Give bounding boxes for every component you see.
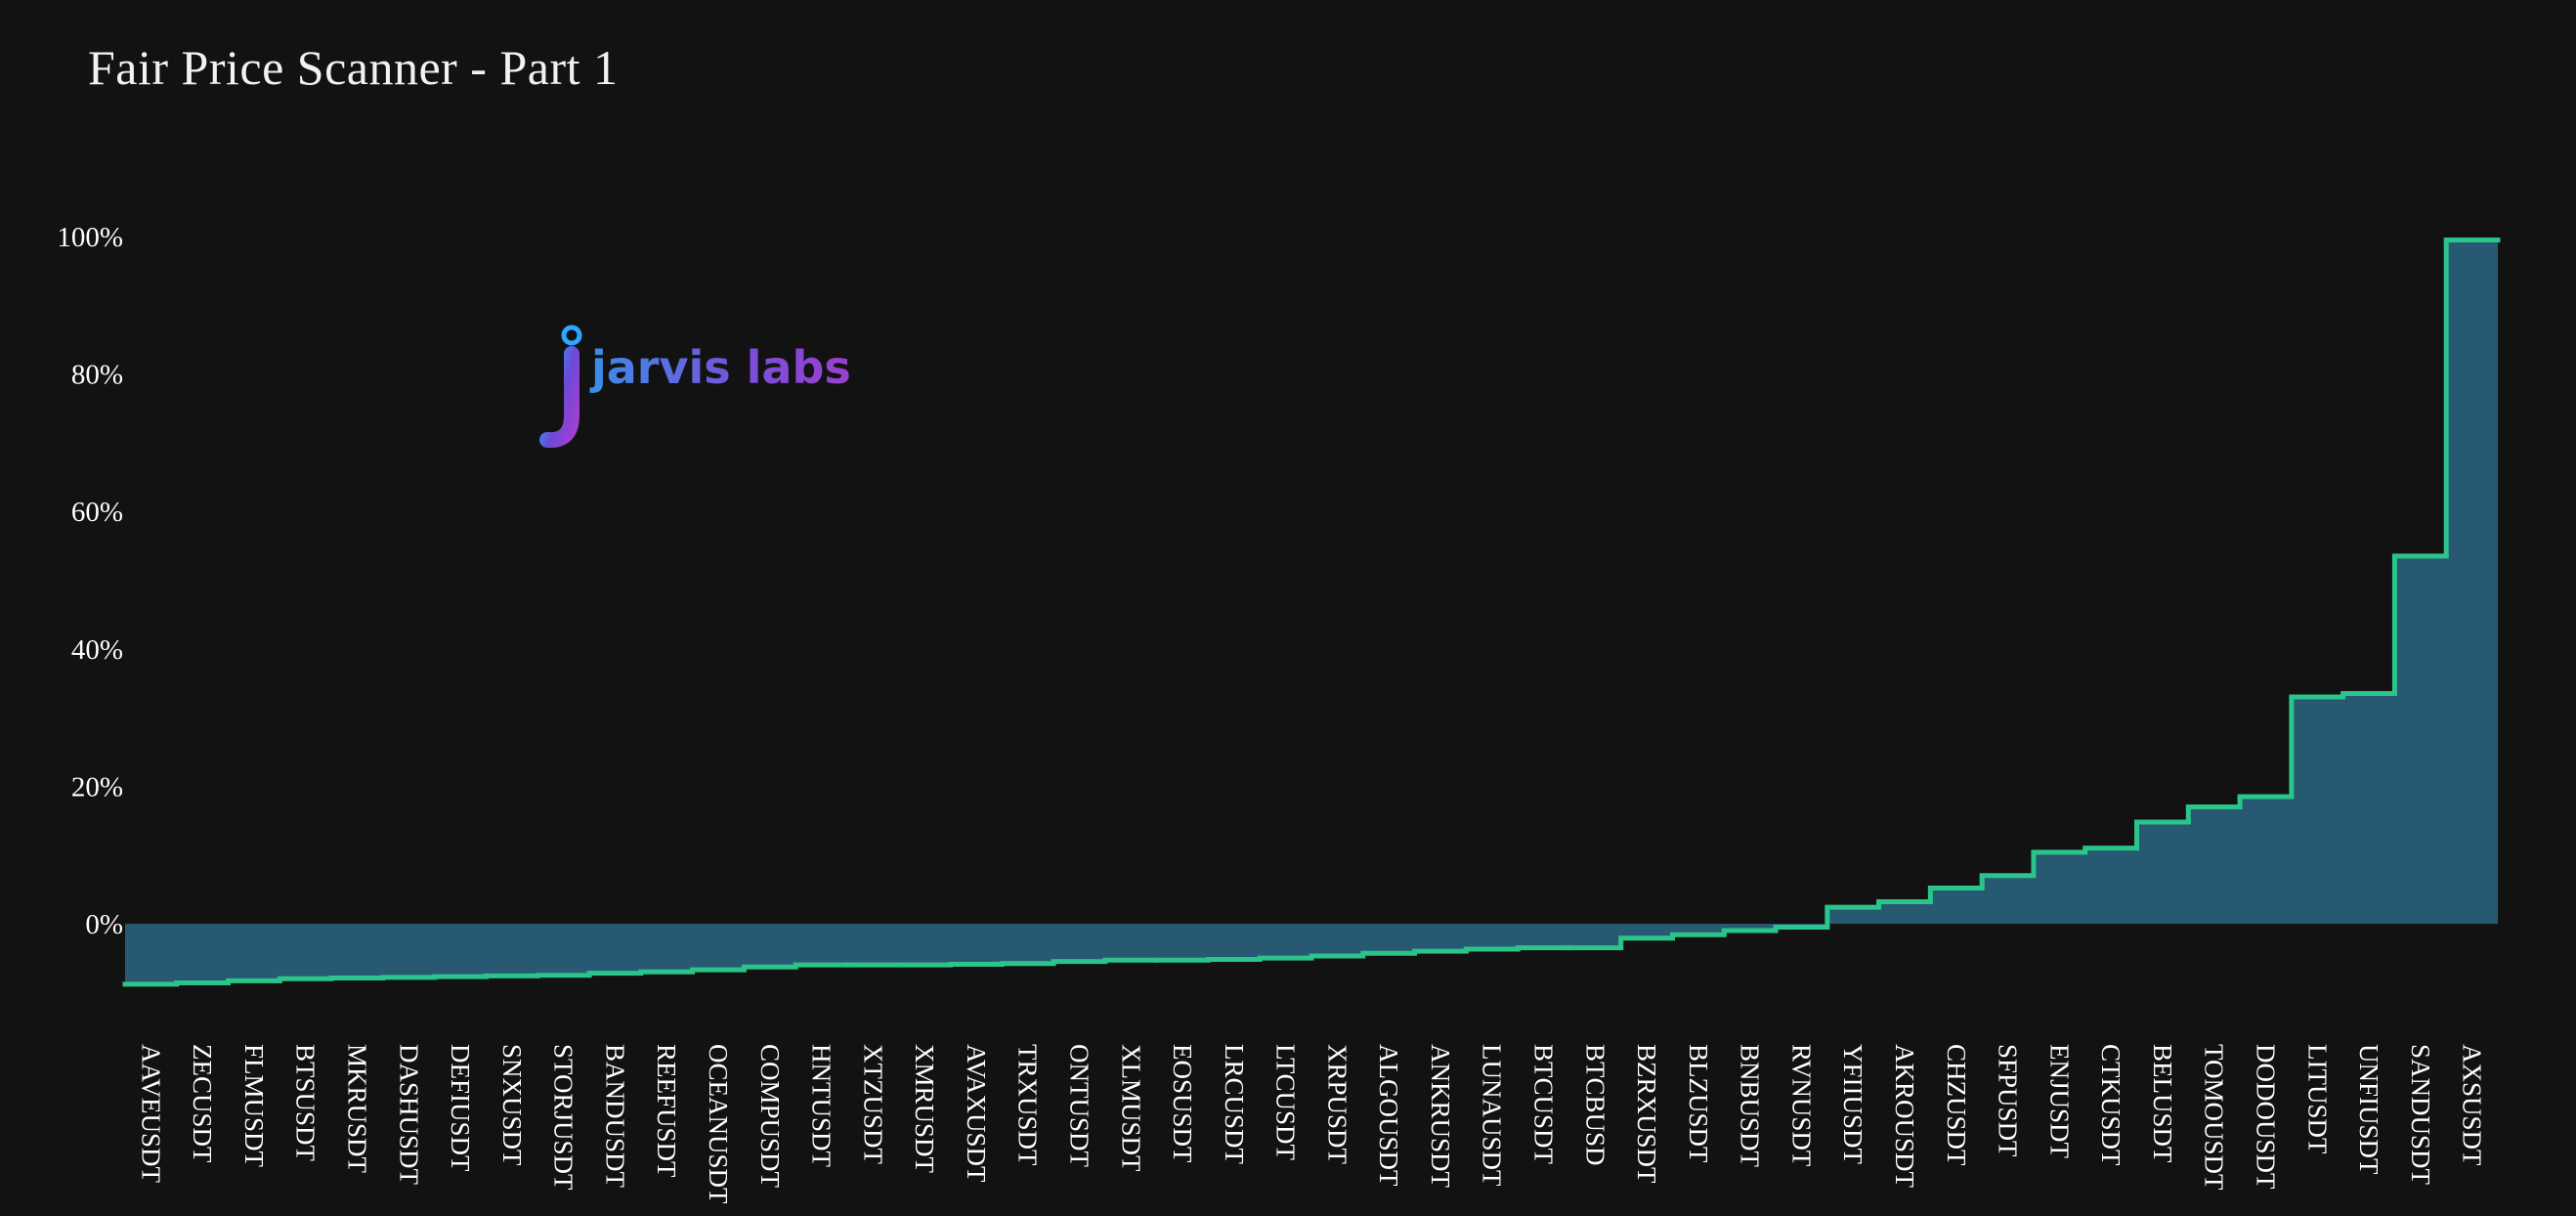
y-tick-label: 60% [71,497,123,528]
x-tick-label: UNFIUSDT [2354,1044,2383,1175]
x-tick-label: SFPUSDT [1994,1044,2023,1157]
x-tick-label: ALGOUSDT [1374,1044,1403,1187]
y-tick-label: 0% [85,909,123,940]
x-tick-label: CTKUSDT [2096,1044,2125,1166]
x-tick-label: BTCUSDT [1529,1044,1559,1165]
x-tick-label: BNBUSDT [1736,1044,1765,1168]
x-tick-label: TOMOUSDT [2200,1044,2229,1191]
x-tick-label: XTZUSDT [858,1044,887,1164]
y-tick-label: 20% [71,771,123,803]
x-tick-label: BLZUSDT [1684,1044,1713,1163]
x-tick-label: XRPUSDT [1322,1044,1352,1165]
jarvis-labs-logo: jarvis labs [539,325,851,449]
x-tick-label: LTCUSDT [1271,1044,1301,1161]
x-tick-label: REEFUSDT [652,1044,681,1178]
x-tick-label: BELUSDT [2148,1044,2177,1163]
x-tick-label: FLMUSDT [239,1044,269,1168]
x-tick-label: XLMUSDT [1116,1044,1145,1172]
x-tick-label: BTSUSDT [291,1044,321,1162]
x-tick-label: LITUSDT [2302,1044,2332,1154]
x-tick-label: BZRXUSDT [1632,1044,1661,1184]
x-tick-label: MKRUSDT [343,1044,372,1174]
x-tick-label: XMRUSDT [910,1044,939,1174]
chart-title: Fair Price Scanner - Part 1 [88,40,619,95]
y-axis: 0% 20% 40% 60% 80% 100% [57,222,123,940]
x-tick-label: RVNUSDT [1786,1044,1816,1167]
x-tick-label: AXSUSDT [2458,1044,2487,1166]
y-tick-label: 80% [71,360,123,391]
x-tick-label: OCEANUSDT [704,1044,733,1204]
x-tick-label: SANDUSDT [2406,1044,2435,1186]
x-tick-label: AVAXUSDT [962,1044,991,1183]
logo-text: jarvis labs [589,341,851,394]
x-tick-label: ONTUSDT [1064,1044,1094,1168]
x-tick-label: DODOUSDT [2251,1044,2280,1190]
y-tick-label: 40% [71,634,123,666]
x-tick-label: BTCBUSD [1580,1044,1610,1166]
x-axis: AAVEUSDT ZECUSDT FLMUSDT BTSUSDT MKRUSDT DASH… [136,1044,2486,1204]
x-tick-label: ZECUSDT [188,1044,217,1163]
jarvis-labs-logo-icon [539,325,582,449]
x-tick-label: HNTUSDT [807,1044,837,1168]
x-tick-label: TRXUSDT [1013,1044,1043,1166]
x-tick-label: ANKRUSDT [1426,1044,1455,1189]
x-tick-label: LUNAUSDT [1478,1044,1507,1187]
x-tick-label: COMPUSDT [755,1044,785,1189]
x-tick-label: LRCUSDT [1220,1044,1249,1165]
plot-area [122,238,2501,987]
x-tick-label: STORJUSDT [549,1044,579,1191]
x-tick-label: DEFIUSDT [446,1044,475,1172]
y-tick-label: 100% [57,222,123,253]
x-tick-label: AAVEUSDT [136,1044,165,1184]
x-tick-label: SNXUSDT [497,1044,527,1166]
area-fill [125,239,2498,984]
x-tick-label: AKROUSDT [1890,1044,1919,1189]
x-tick-label: BANDUSDT [600,1044,629,1189]
x-tick-label: EOSUSDT [1168,1044,1197,1163]
x-tick-label: CHZUSDT [1942,1044,1971,1166]
x-tick-label: DASHUSDT [394,1044,423,1186]
x-tick-label: YFIIUSDT [1838,1044,1868,1165]
x-tick-label: ENJUSDT [2044,1044,2074,1159]
